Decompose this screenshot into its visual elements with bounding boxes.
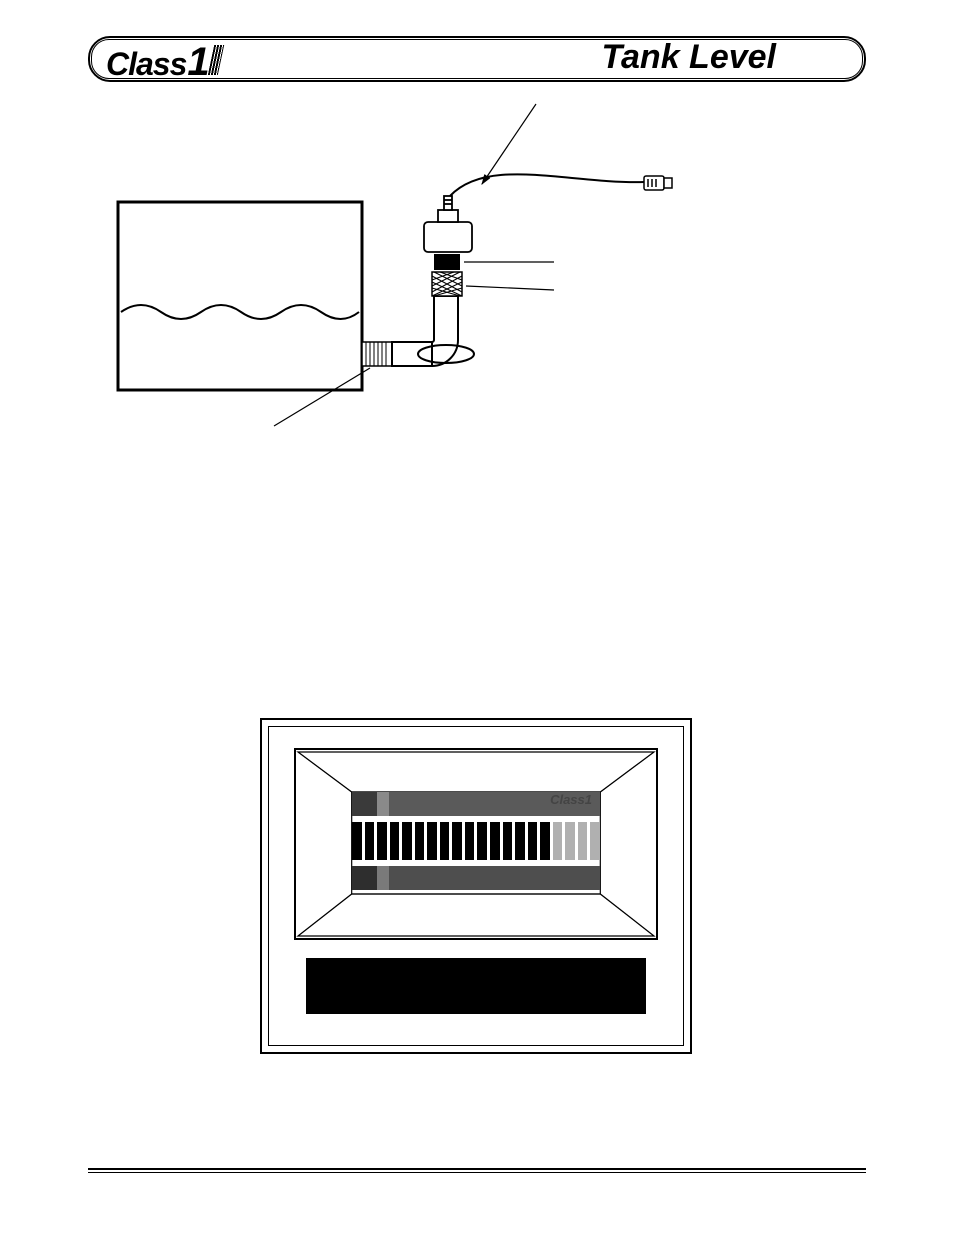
bottom-strip-segment bbox=[402, 866, 414, 890]
bottom-strip-segment bbox=[551, 866, 563, 890]
level-bar-segment bbox=[553, 822, 563, 860]
bottom-strip-segment bbox=[377, 866, 389, 890]
bottom-strip-segment bbox=[451, 866, 463, 890]
panel-black-label bbox=[306, 958, 646, 1014]
level-bar-segment bbox=[477, 822, 487, 860]
bottom-strip-segment bbox=[575, 866, 587, 890]
top-strip-segment bbox=[389, 792, 401, 816]
level-bar-segment bbox=[465, 822, 475, 860]
bottom-strip-segment bbox=[439, 866, 451, 890]
level-bar-segment bbox=[515, 822, 525, 860]
bottom-strip-segment bbox=[464, 866, 476, 890]
level-bar-segment bbox=[578, 822, 588, 860]
bottom-strip-segment bbox=[352, 866, 364, 890]
harness-cable bbox=[450, 174, 644, 196]
top-strip-segment bbox=[402, 792, 414, 816]
brand-logo-one: 1 bbox=[187, 40, 208, 85]
level-bar-segment bbox=[440, 822, 450, 860]
top-strip-segment bbox=[426, 792, 438, 816]
level-bar-segment bbox=[427, 822, 437, 860]
page-title: Tank Level bbox=[602, 38, 776, 77]
flex-hose-icon bbox=[362, 342, 392, 366]
bottom-strip-segment bbox=[538, 866, 550, 890]
bottom-strip-segment bbox=[513, 866, 525, 890]
bottom-strip-segment bbox=[414, 866, 426, 890]
top-strip-segment bbox=[513, 792, 525, 816]
top-strip-segment bbox=[464, 792, 476, 816]
harness-connector-icon bbox=[644, 176, 672, 190]
header-bar: Class 1 Tank Level bbox=[88, 36, 866, 82]
hex-nut-icon bbox=[434, 254, 460, 270]
top-strip-segment bbox=[476, 792, 488, 816]
bottom-strip-segment bbox=[501, 866, 513, 890]
top-strip-segment bbox=[488, 792, 500, 816]
level-bar-segment bbox=[365, 822, 375, 860]
level-bar-segment bbox=[402, 822, 412, 860]
level-bar-segment bbox=[503, 822, 513, 860]
top-strip-segment bbox=[439, 792, 451, 816]
bar-bottom-strip bbox=[352, 866, 600, 890]
level-bar-segment bbox=[415, 822, 425, 860]
top-strip-segment bbox=[364, 792, 376, 816]
top-strip-segment bbox=[501, 792, 513, 816]
brand-logo-text: Class bbox=[106, 46, 186, 83]
elbow-pipe bbox=[392, 296, 474, 366]
bottom-strip-segment bbox=[526, 866, 538, 890]
top-strip-segment bbox=[526, 792, 538, 816]
leader-to-coupler bbox=[466, 286, 554, 290]
transducer-body bbox=[424, 196, 472, 252]
bottom-strip-segment bbox=[364, 866, 376, 890]
level-bar-segment bbox=[540, 822, 550, 860]
display-panel-diagram: Class1 bbox=[260, 718, 692, 1054]
level-bar-segment bbox=[377, 822, 387, 860]
top-strip-segment bbox=[451, 792, 463, 816]
thread-coupler-icon bbox=[432, 272, 462, 296]
top-strip-segment bbox=[414, 792, 426, 816]
level-bar-segment bbox=[590, 822, 600, 860]
top-strip-segment bbox=[538, 792, 550, 816]
panel-brand-label: Class1 bbox=[550, 792, 592, 807]
brand-logo: Class 1 bbox=[106, 40, 221, 85]
top-strip-segment bbox=[377, 792, 389, 816]
bottom-strip-segment bbox=[588, 866, 600, 890]
footer-rule bbox=[88, 1168, 866, 1173]
bar-middle-row bbox=[352, 822, 600, 860]
bottom-strip-segment bbox=[389, 866, 401, 890]
level-bar-segment bbox=[390, 822, 400, 860]
tank-transducer-diagram bbox=[88, 96, 688, 436]
leader-to-harness bbox=[482, 104, 536, 184]
level-bar-segment bbox=[490, 822, 500, 860]
top-strip-segment bbox=[352, 792, 364, 816]
bottom-strip-segment bbox=[476, 866, 488, 890]
level-bar-segment bbox=[352, 822, 362, 860]
tank-transducer-svg bbox=[88, 96, 688, 456]
bottom-strip-segment bbox=[488, 866, 500, 890]
level-bar-segment bbox=[452, 822, 462, 860]
bottom-strip-segment bbox=[426, 866, 438, 890]
level-bar-segment bbox=[528, 822, 538, 860]
tank-body bbox=[118, 202, 362, 390]
bottom-strip-segment bbox=[563, 866, 575, 890]
level-bar-segment bbox=[565, 822, 575, 860]
